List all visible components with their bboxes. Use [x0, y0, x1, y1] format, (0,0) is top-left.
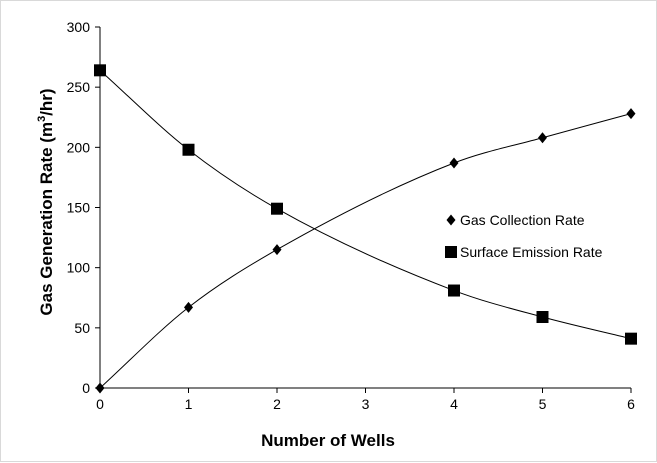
y-axis-title-superscript: 3 — [36, 116, 48, 122]
y-tick-label: 300 — [67, 19, 91, 35]
x-tick-label: 6 — [627, 396, 635, 412]
data-point-diamond — [95, 382, 105, 394]
y-tick-label: 100 — [67, 260, 91, 276]
legend-label: Surface Emission Rate — [460, 244, 603, 260]
trendlines — [99, 69, 632, 389]
data-point-square — [536, 311, 549, 324]
data-point-square — [625, 332, 637, 345]
data-point-diamond — [626, 108, 636, 120]
y-tick-label: 200 — [67, 139, 91, 155]
legend: Gas Collection Rate Surface Emission Rate — [445, 212, 603, 260]
x-tick-label: 5 — [539, 396, 547, 412]
legend-marker-diamond — [446, 214, 456, 226]
y-tick-label: 250 — [67, 79, 91, 95]
x-tick-label: 0 — [96, 396, 104, 412]
legend-label: Gas Collection Rate — [460, 212, 585, 228]
y-axis-title-unit: /hr) — [37, 88, 56, 115]
data-point-diamond — [449, 157, 459, 169]
y-tick-label: 50 — [74, 320, 90, 336]
x-tick-label: 3 — [362, 396, 370, 412]
data-markers — [94, 64, 637, 394]
y-axis-title: Gas Generation Rate (m3/hr) — [36, 88, 56, 315]
data-point-square — [182, 143, 195, 156]
axes — [95, 26, 632, 393]
y-axis-title-main: Gas Generation Rate (m — [37, 122, 56, 316]
y-tick-label: 0 — [82, 380, 90, 396]
x-tick-label: 2 — [273, 396, 281, 412]
data-point-diamond — [184, 301, 193, 313]
data-point-diamond — [538, 132, 547, 144]
tick-labels: 0 50 100 150 200 250 300 0 1 2 3 4 5 6 — [67, 19, 635, 412]
data-point-square — [448, 284, 460, 297]
x-tick-label: 4 — [450, 396, 458, 412]
data-point-square — [271, 202, 283, 215]
legend-marker-square — [445, 246, 457, 258]
data-point-square — [94, 64, 106, 77]
y-tick-label: 150 — [67, 200, 91, 216]
data-point-diamond — [272, 244, 282, 256]
x-axis-title: Number of Wells — [261, 431, 395, 450]
x-tick-label: 1 — [185, 396, 193, 412]
trendline-square — [99, 69, 632, 340]
